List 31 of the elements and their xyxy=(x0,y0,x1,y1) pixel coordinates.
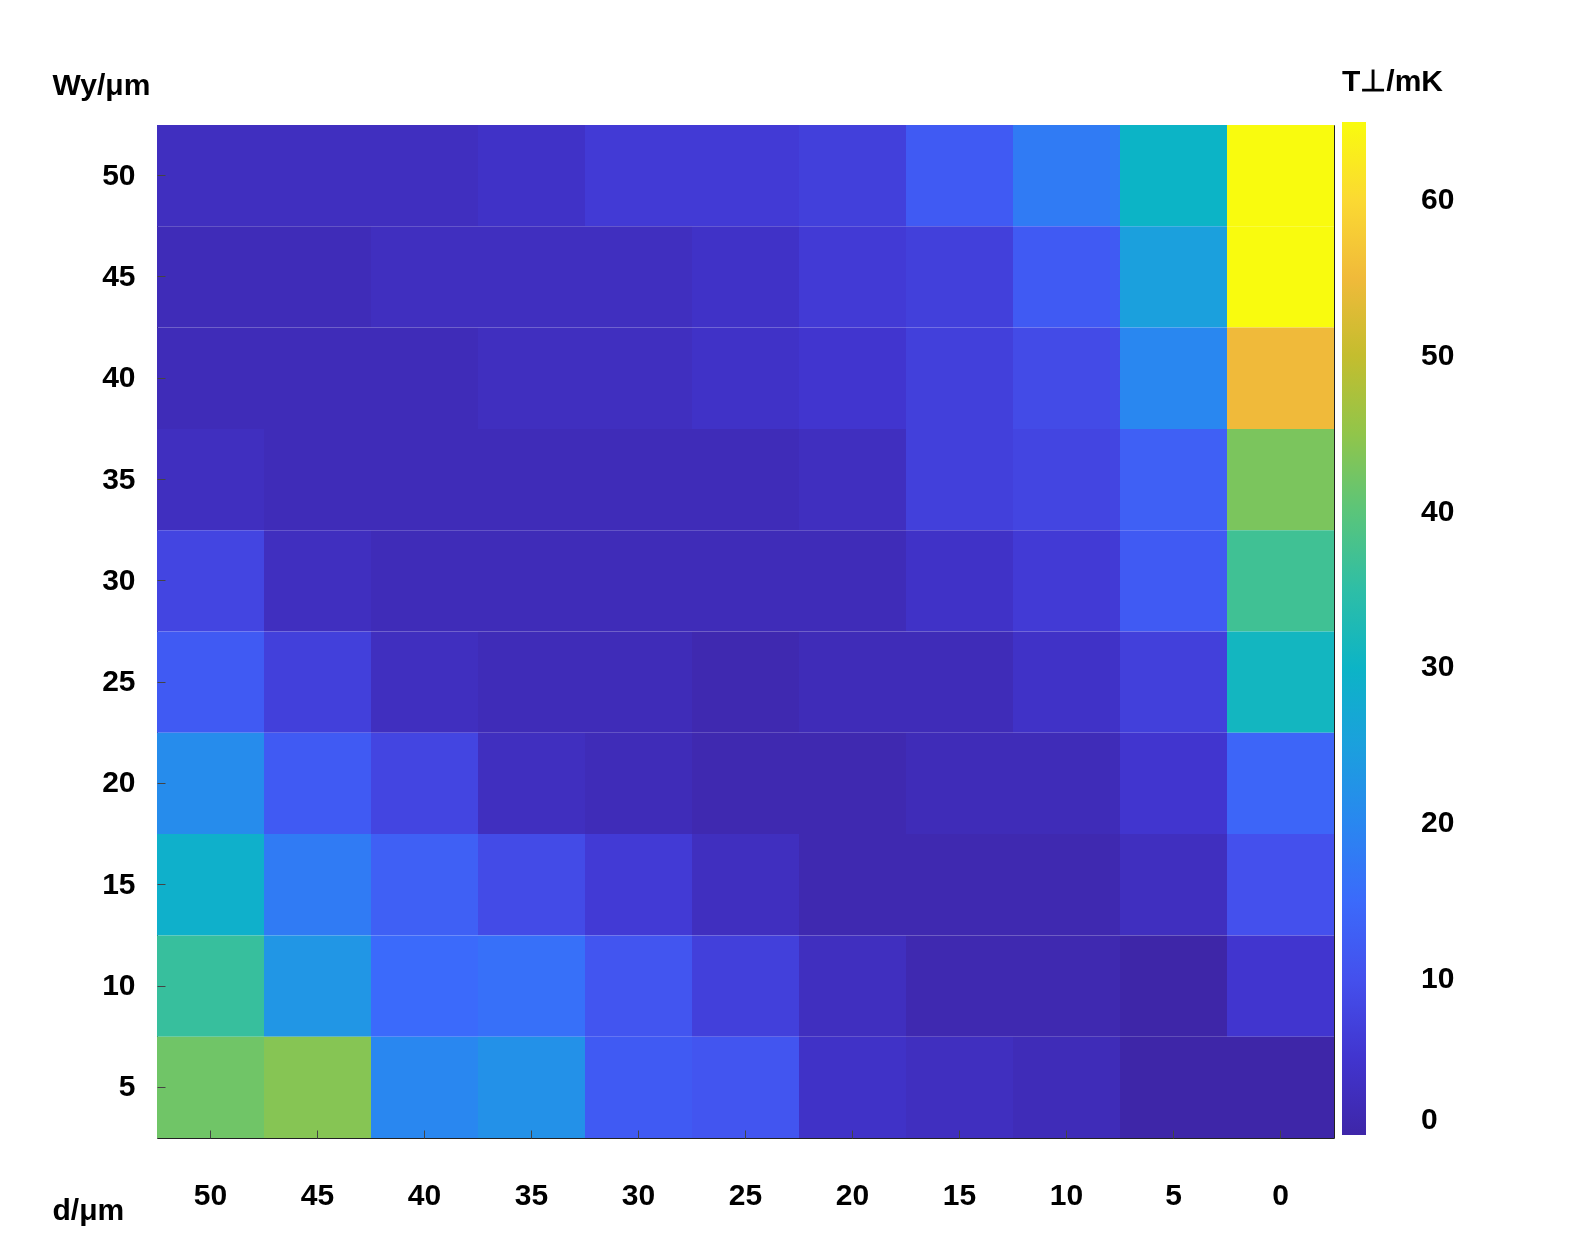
color-bar-label: 40 xyxy=(1421,493,1455,527)
x-axis-title: d/μm xyxy=(52,1192,125,1226)
color-bar-title: T⊥/mK xyxy=(1342,64,1444,97)
x-tick-label: 45 xyxy=(300,1177,335,1211)
y-tick-label: 15 xyxy=(102,866,136,900)
x-tick-label: 15 xyxy=(942,1177,977,1211)
color-bar-label: 10 xyxy=(1421,961,1455,995)
color-bar-label: 60 xyxy=(1421,181,1455,215)
x-tick-label: 30 xyxy=(621,1177,656,1211)
y-tick-label: 45 xyxy=(102,258,136,292)
x-tick-label: 50 xyxy=(193,1177,228,1211)
x-tick-label: 40 xyxy=(407,1177,442,1211)
y-tick-label: 50 xyxy=(102,157,136,191)
y-axis-title: Wy/μm xyxy=(52,67,151,101)
y-tick-label: 40 xyxy=(102,360,136,394)
y-tick-label: 25 xyxy=(102,664,136,698)
x-tick-label: 5 xyxy=(1165,1177,1182,1211)
y-tick-label: 30 xyxy=(102,562,136,596)
x-tick-label: 10 xyxy=(1049,1177,1084,1211)
x-tick-label: 25 xyxy=(728,1177,763,1211)
x-tick-label: 0 xyxy=(1272,1177,1289,1211)
color-bar-label: 50 xyxy=(1421,337,1455,371)
x-tick-label: 20 xyxy=(835,1177,870,1211)
x-tick-label: 35 xyxy=(514,1177,549,1211)
color-bar-label: 20 xyxy=(1421,805,1455,839)
color-bar-label: 0 xyxy=(1421,1102,1438,1135)
y-tick-label: 5 xyxy=(118,1069,136,1103)
y-tick-label: 35 xyxy=(102,461,136,495)
color-bar-label: 30 xyxy=(1421,649,1455,683)
y-tick-label: 10 xyxy=(102,968,136,1002)
y-tick-label: 20 xyxy=(102,765,136,799)
